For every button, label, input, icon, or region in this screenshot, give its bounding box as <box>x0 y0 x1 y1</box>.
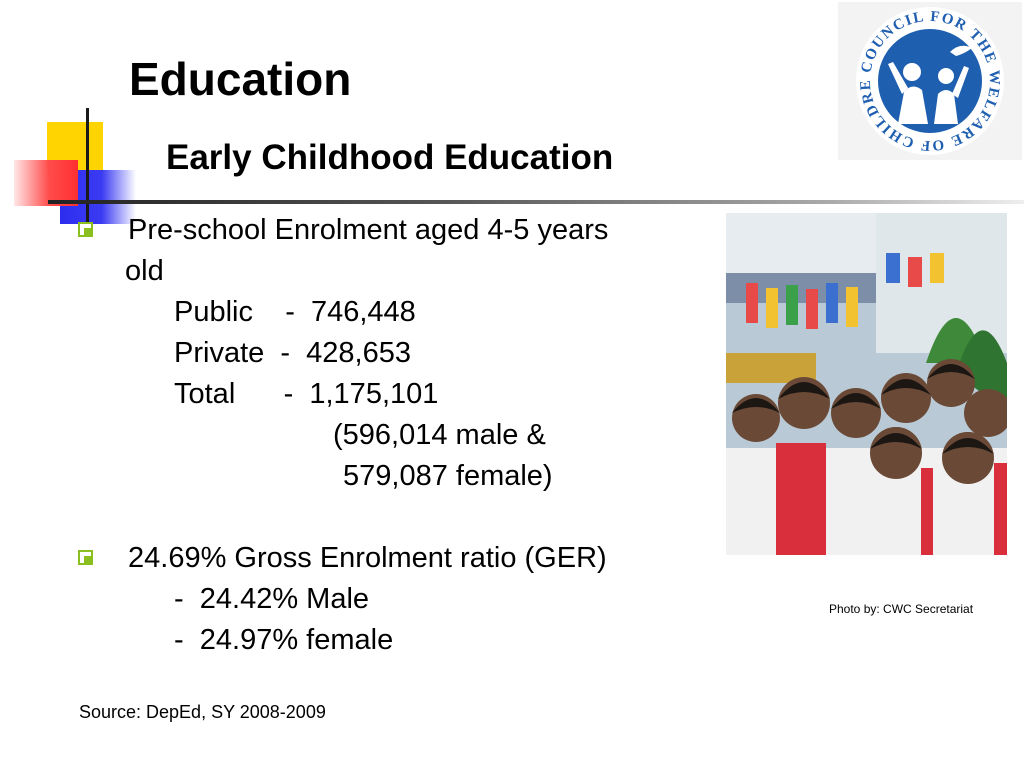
slide-body: Pre-school Enrolment aged 4-5 years old … <box>78 210 708 661</box>
public-enrolment: Public - 746,448 <box>174 296 416 328</box>
spacer <box>78 497 708 538</box>
slide-title: Education <box>129 53 352 105</box>
enrolment-heading-cont: old <box>125 255 164 287</box>
source-note: Source: DepEd, SY 2008-2009 <box>79 702 326 722</box>
bullet-item-ger: 24.69% Gross Enrolment ratio (GER) <box>78 538 708 579</box>
children-silhouette-icon <box>888 45 972 124</box>
title-divider <box>48 200 1024 204</box>
square-bullet-icon <box>78 222 93 237</box>
total-enrolment: Total - 1,175,101 <box>174 378 439 410</box>
slide-subtitle: Early Childhood Education <box>166 138 614 177</box>
photo-caption: Photo by: CWC Secretariat <box>829 602 974 616</box>
square-bullet-icon <box>78 550 93 565</box>
vertical-rule <box>86 108 89 226</box>
ger-heading: 24.69% Gross Enrolment ratio (GER) <box>128 542 607 574</box>
bullet-item-enrolment: Pre-school Enrolment aged 4-5 years <box>78 210 708 251</box>
cwc-logo: COUNCIL FOR THE WELFARE OF CHILDREN • 19… <box>838 2 1022 160</box>
male-breakdown: (596,014 male & <box>333 419 546 451</box>
female-breakdown: 579,087 female) <box>343 460 553 492</box>
ger-male: - 24.42% Male <box>174 583 370 615</box>
red-square <box>14 160 78 206</box>
classroom-photo <box>726 213 1007 555</box>
decorative-squares <box>0 0 160 230</box>
cwc-logo-graphic: COUNCIL FOR THE WELFARE OF CHILDREN • 19… <box>838 2 1004 155</box>
ger-female: - 24.97% female <box>174 624 394 656</box>
enrolment-heading: Pre-school Enrolment aged 4-5 years <box>128 214 609 246</box>
private-enrolment: Private - 428,653 <box>174 337 411 369</box>
children-photo-illustration <box>726 213 1007 555</box>
